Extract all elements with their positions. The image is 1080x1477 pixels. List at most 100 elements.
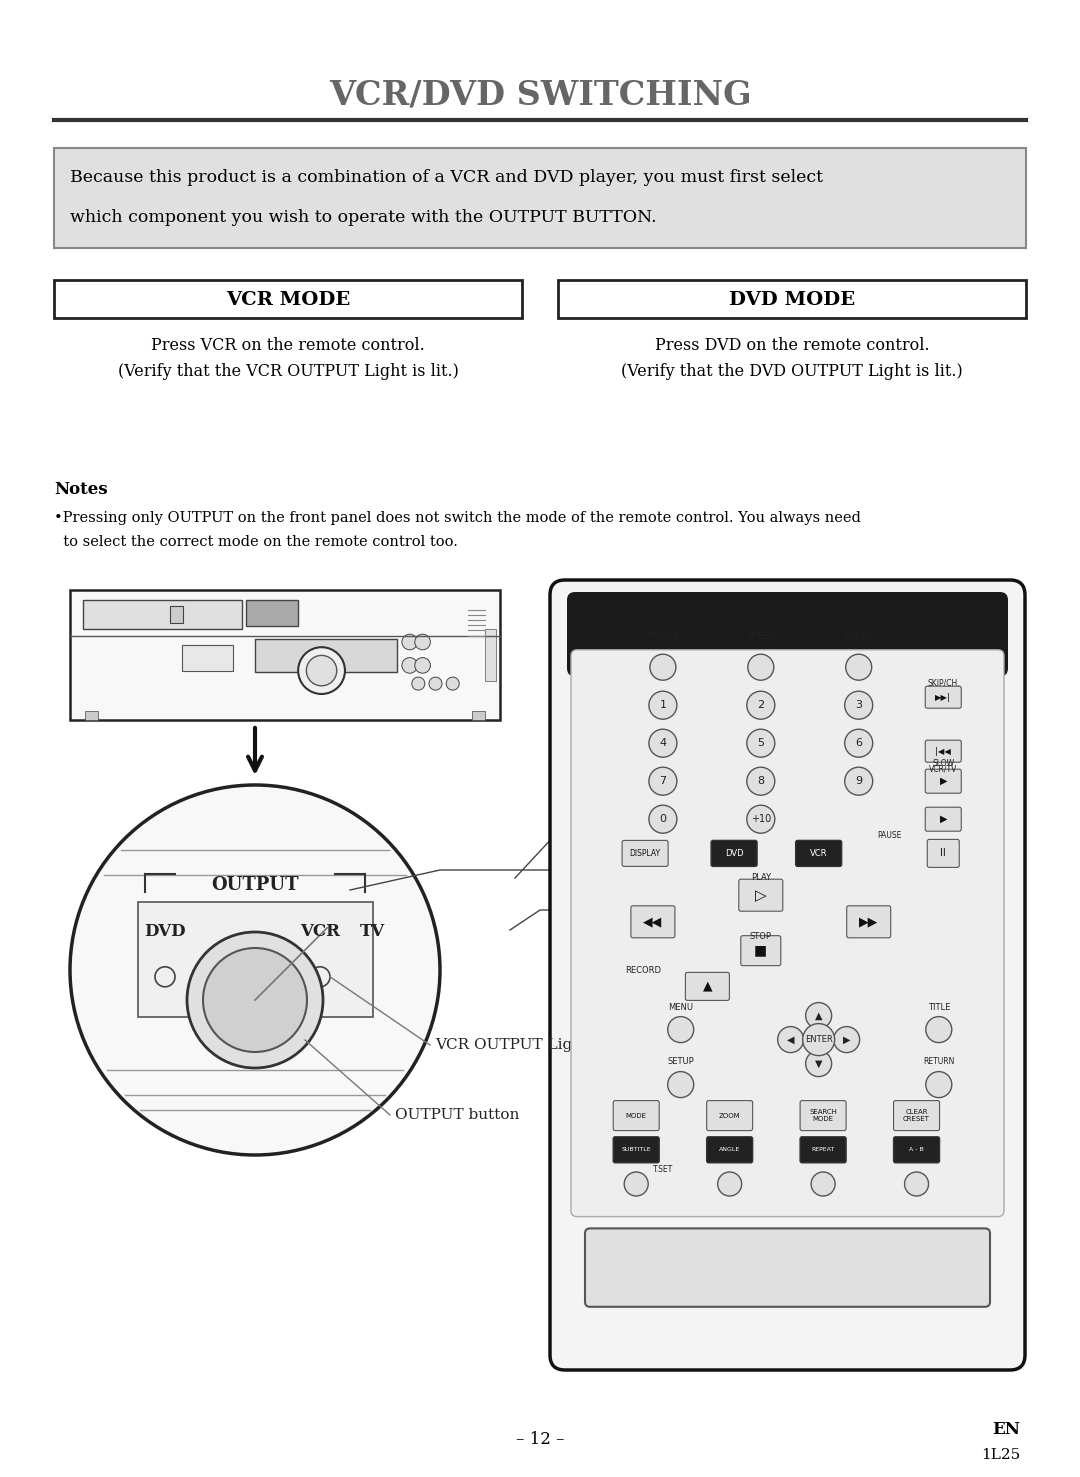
Text: 5: 5: [757, 738, 765, 749]
FancyBboxPatch shape: [622, 840, 669, 867]
Circle shape: [649, 691, 677, 719]
Text: DVD: DVD: [725, 849, 743, 858]
Text: T.SET: T.SET: [652, 1165, 673, 1174]
Circle shape: [310, 967, 330, 987]
Text: (Verify that the VCR OUTPUT Light is lit.): (Verify that the VCR OUTPUT Light is lit…: [118, 363, 458, 381]
Text: 0: 0: [660, 814, 666, 824]
Text: AUDIO: AUDIO: [845, 632, 874, 641]
FancyBboxPatch shape: [613, 1100, 659, 1130]
Circle shape: [411, 676, 424, 690]
Circle shape: [845, 767, 873, 795]
Text: EN: EN: [993, 1421, 1020, 1439]
Circle shape: [203, 948, 307, 1052]
Text: 4: 4: [659, 738, 666, 749]
Circle shape: [649, 805, 677, 833]
Text: VCR button: VCR button: [595, 902, 685, 917]
FancyBboxPatch shape: [571, 650, 1004, 1217]
Circle shape: [446, 676, 459, 690]
Circle shape: [415, 657, 431, 674]
Text: DVD button: DVD button: [595, 829, 686, 842]
Text: SPEED: SPEED: [746, 632, 775, 641]
FancyBboxPatch shape: [711, 840, 757, 867]
Circle shape: [402, 657, 418, 674]
Circle shape: [649, 767, 677, 795]
FancyBboxPatch shape: [686, 972, 729, 1000]
FancyBboxPatch shape: [926, 740, 961, 762]
FancyBboxPatch shape: [893, 1137, 940, 1162]
Circle shape: [845, 730, 873, 758]
Text: A - B: A - B: [909, 1148, 923, 1152]
FancyBboxPatch shape: [631, 905, 675, 938]
Text: 2: 2: [757, 700, 765, 710]
Circle shape: [746, 691, 774, 719]
Text: ZOOM: ZOOM: [719, 1112, 741, 1118]
Bar: [54, 148, 1026, 248]
Circle shape: [746, 730, 774, 758]
Text: +10: +10: [751, 814, 771, 824]
Circle shape: [717, 1173, 742, 1196]
Bar: [85, 710, 98, 719]
Circle shape: [429, 676, 442, 690]
Bar: [558, 281, 1026, 318]
Circle shape: [747, 654, 773, 681]
FancyBboxPatch shape: [800, 1100, 846, 1130]
Text: ◀: ◀: [787, 1034, 795, 1044]
FancyBboxPatch shape: [893, 1100, 940, 1130]
FancyBboxPatch shape: [567, 592, 1008, 676]
Text: MENU: MENU: [669, 1003, 693, 1012]
Text: 1: 1: [660, 700, 666, 710]
Text: REPEAT: REPEAT: [811, 1148, 835, 1152]
Text: ANGLE: ANGLE: [719, 1148, 740, 1152]
Text: ▶: ▶: [940, 814, 947, 824]
Text: Press DVD on the remote control.: Press DVD on the remote control.: [654, 337, 929, 353]
Circle shape: [402, 634, 418, 650]
Bar: [83, 600, 242, 629]
Text: MODE: MODE: [625, 1112, 647, 1118]
Text: ■: ■: [754, 944, 768, 957]
Text: RETURN: RETURN: [923, 1058, 955, 1066]
Circle shape: [846, 654, 872, 681]
FancyBboxPatch shape: [585, 1229, 990, 1307]
Bar: [171, 606, 184, 623]
Text: ▶▶: ▶▶: [859, 916, 878, 929]
Circle shape: [156, 967, 175, 987]
Text: DISPLAY: DISPLAY: [630, 849, 661, 858]
Text: ▶▶|: ▶▶|: [935, 693, 951, 702]
Text: PAUSE: PAUSE: [878, 832, 902, 840]
Circle shape: [415, 634, 431, 650]
Circle shape: [845, 691, 873, 719]
Text: DVD OUTPUT Light: DVD OUTPUT Light: [595, 863, 750, 877]
Bar: [485, 629, 496, 681]
Circle shape: [746, 805, 774, 833]
Text: 3: 3: [855, 700, 862, 710]
Text: TV: TV: [360, 923, 386, 941]
FancyBboxPatch shape: [613, 1137, 659, 1162]
Circle shape: [307, 656, 337, 685]
Text: 1L25: 1L25: [981, 1447, 1020, 1462]
Text: ▼: ▼: [815, 1059, 822, 1068]
Text: ▲: ▲: [703, 979, 712, 993]
FancyBboxPatch shape: [550, 580, 1025, 1371]
Circle shape: [926, 1072, 951, 1097]
Circle shape: [624, 1173, 648, 1196]
Text: CLEAR
CRESET: CLEAR CRESET: [903, 1109, 930, 1123]
FancyBboxPatch shape: [70, 589, 500, 719]
Text: SUBTITLE: SUBTITLE: [621, 1148, 651, 1152]
Text: 6: 6: [855, 738, 862, 749]
Text: ▲: ▲: [815, 1010, 822, 1021]
Text: Notes: Notes: [54, 482, 108, 499]
Text: DVD MODE: DVD MODE: [729, 291, 855, 309]
Text: |◀◀: |◀◀: [935, 747, 951, 756]
FancyBboxPatch shape: [800, 1137, 846, 1162]
FancyBboxPatch shape: [739, 879, 783, 911]
Circle shape: [802, 1024, 835, 1056]
Text: VCR: VCR: [300, 923, 340, 941]
Circle shape: [187, 932, 323, 1068]
Bar: [54, 281, 522, 318]
FancyBboxPatch shape: [741, 936, 781, 966]
Circle shape: [778, 1027, 804, 1053]
Text: ◀◀: ◀◀: [644, 916, 662, 929]
Text: VCR/TV: VCR/TV: [929, 765, 958, 774]
Bar: [246, 600, 298, 626]
Bar: [472, 710, 485, 719]
